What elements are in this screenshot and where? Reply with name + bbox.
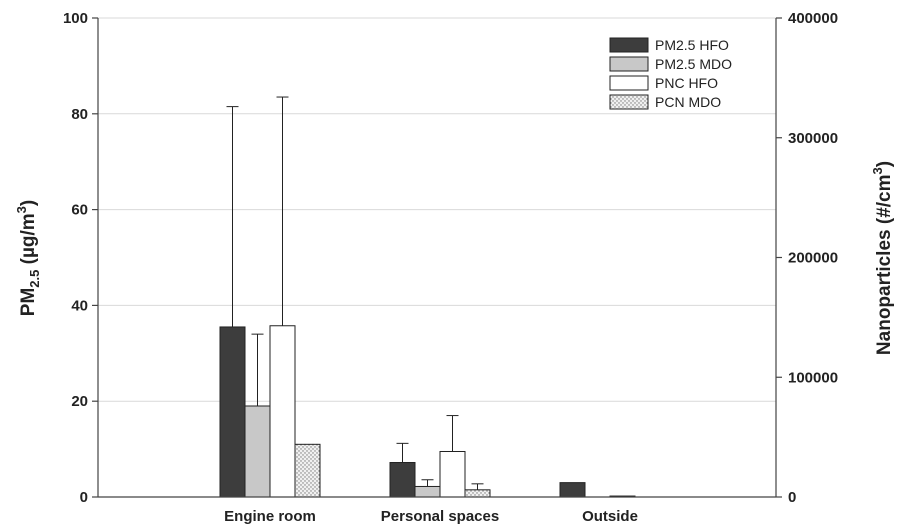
bar-pm2-5-hfo-engine-room bbox=[219, 326, 246, 498]
right-tick-label: 300000 bbox=[788, 130, 838, 147]
legend: PM2.5 HFO PM2.5 MDO PNC HFO PCN MDO bbox=[609, 37, 732, 110]
right-tick-label: 400000 bbox=[788, 10, 838, 27]
category-label: Engine room bbox=[224, 508, 316, 525]
left-tick-label: 40 bbox=[71, 297, 88, 314]
bar-pnc-hfo-engine-room bbox=[269, 325, 296, 498]
legend-label: PNC HFO bbox=[655, 75, 718, 91]
left-tick-label: 100 bbox=[63, 10, 88, 27]
bar-pm2-5-mdo-personal-spaces bbox=[414, 485, 441, 498]
legend-swatch bbox=[609, 37, 649, 53]
right-tick-label: 200000 bbox=[788, 250, 838, 267]
left-tick-label: 0 bbox=[80, 489, 88, 506]
legend-swatch bbox=[609, 56, 649, 72]
left-tick-label: 20 bbox=[71, 393, 88, 410]
category-label: Personal spaces bbox=[381, 508, 499, 525]
category-labels: Engine room Personal spaces Outside bbox=[224, 508, 638, 525]
category-label: Outside bbox=[582, 508, 638, 525]
right-axis-ticks: 0 100000 200000 300000 400000 bbox=[776, 10, 838, 506]
left-tick-label: 80 bbox=[71, 106, 88, 123]
legend-label: PM2.5 MDO bbox=[655, 56, 732, 72]
gridlines bbox=[98, 17, 776, 402]
bar-pcn-mdo-personal-spaces bbox=[464, 489, 491, 498]
bars bbox=[219, 96, 636, 498]
right-tick-label: 100000 bbox=[788, 369, 838, 386]
bar-pcn-mdo-engine-room bbox=[294, 443, 321, 498]
legend-label: PM2.5 HFO bbox=[655, 37, 729, 53]
right-tick-label: 0 bbox=[788, 489, 796, 506]
legend-label: PCN MDO bbox=[655, 94, 721, 110]
bar-pm2-5-hfo-outside bbox=[559, 482, 586, 498]
bar-pm2-5-mdo-engine-room bbox=[244, 405, 271, 498]
left-axis-ticks: 0 20 40 60 80 100 bbox=[63, 10, 98, 506]
legend-swatch bbox=[609, 94, 649, 110]
bar-pnc-hfo-personal-spaces bbox=[439, 450, 466, 498]
bar-pm2-5-hfo-personal-spaces bbox=[389, 462, 416, 498]
left-tick-label: 60 bbox=[71, 202, 88, 219]
right-axis-title: Nanoparticles (#/cm3) bbox=[870, 161, 895, 355]
legend-swatch bbox=[609, 75, 649, 91]
left-axis-title: PM2.5 (µg/m3) bbox=[14, 200, 42, 316]
